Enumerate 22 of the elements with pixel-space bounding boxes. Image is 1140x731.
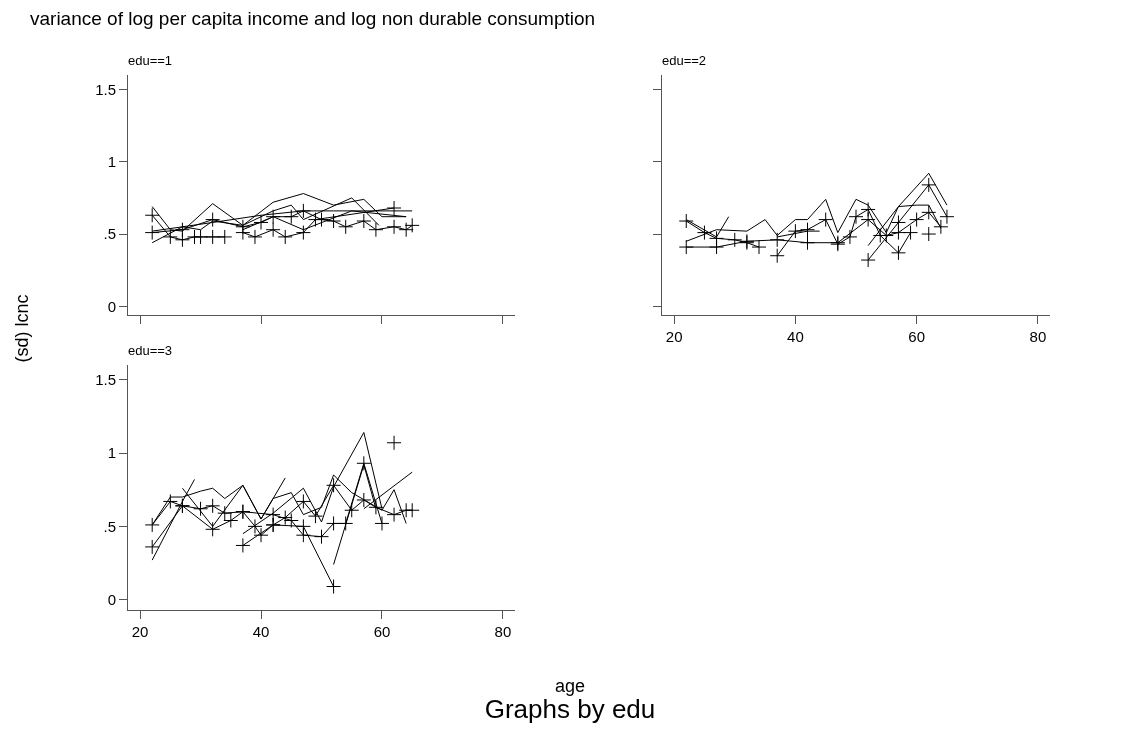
y-tick-label: 0: [107, 590, 116, 608]
y-tick-label: 1.5: [95, 370, 116, 388]
y-tick-label: 1: [107, 444, 116, 462]
y-tick-label: 1: [107, 153, 116, 170]
chart-title: edu==3: [128, 343, 173, 358]
x-tick-label: 40: [787, 328, 804, 345]
x-tick-label: 20: [131, 623, 149, 640]
y-tick-label: 1.5: [95, 80, 116, 98]
x-tick-label: 80: [1029, 328, 1047, 345]
y-axis-title: (sd) lcnc: [11, 293, 33, 365]
x-tick-label: 40: [252, 623, 270, 640]
x-axis-title: age: [553, 676, 586, 697]
x-tick-label: 20: [665, 328, 683, 345]
chart-title: edu==1: [128, 53, 173, 68]
x-tick-label: 60: [373, 623, 391, 640]
y-tick-label: 0: [107, 297, 116, 315]
y-tick-label: .5: [103, 225, 116, 243]
text: variance of log per capita income and log non durable consumption: [30, 8, 596, 30]
x-tick-label: 60: [908, 328, 925, 345]
y-tick-label: .5: [103, 517, 116, 535]
x-tick-label: 80: [494, 623, 512, 640]
chart-title: edu==2: [662, 53, 707, 68]
